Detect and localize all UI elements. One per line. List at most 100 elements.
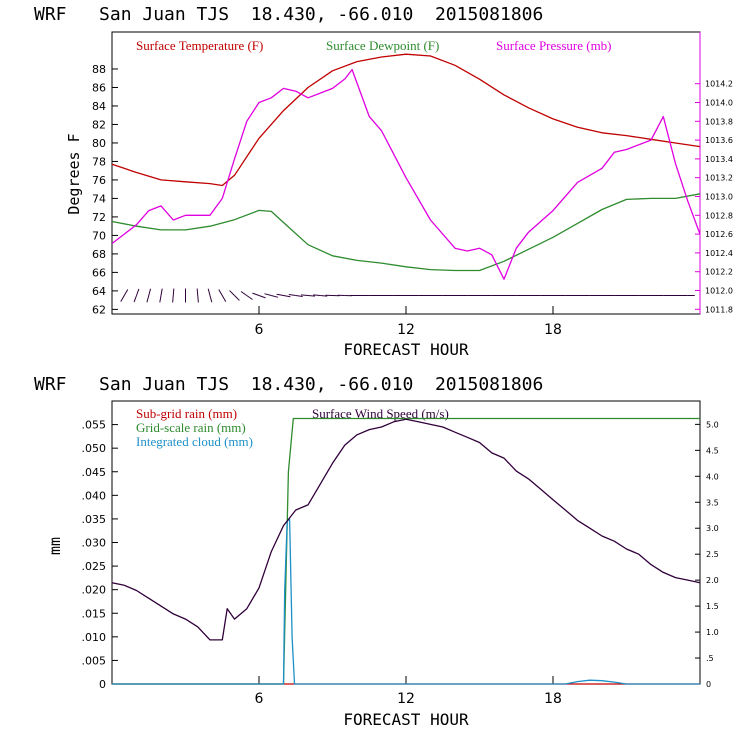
top-y-tick-label: 66: [92, 266, 106, 279]
series-line-wind_speed: [111, 418, 701, 641]
top-x-tick-label: 18: [544, 322, 562, 338]
top-y2-tick-label: 1013.8: [705, 117, 733, 126]
wind-barb: [300, 294, 309, 297]
bottom-y-tick-label: .040: [82, 489, 107, 502]
top-x-axis-label: FORECAST HOUR: [343, 340, 469, 359]
wind-barb: [240, 291, 248, 296]
wind-barb: [136, 288, 140, 296]
top-y2-tick-label: 1012.8: [705, 211, 733, 220]
top-y2-tick-label: 1013.6: [705, 136, 733, 145]
wind-barb-tail: [221, 295, 227, 302]
top-y2-tick-label: 1013.4: [705, 155, 733, 164]
bottom-y2-tick-label: 2.0: [706, 576, 719, 585]
bottom-y2-tick-label: .5: [706, 654, 714, 663]
top-y-tick-label: 88: [92, 63, 106, 76]
top-y-tick-label: 74: [92, 192, 106, 205]
top-y-tick-label: 64: [92, 285, 106, 298]
top-y-tick-label: 70: [92, 229, 106, 242]
top-y-tick-label: 78: [92, 155, 106, 168]
wind-barb-tail: [307, 295, 316, 297]
bottom-x-tick-label: 12: [397, 691, 415, 707]
bottom-y-tick-label: .045: [82, 466, 107, 479]
wind-barb-tail: [234, 295, 240, 301]
legend-subgrid-rain: Sub-grid rain (mm): [136, 406, 237, 421]
top-x-tick-label: 6: [255, 322, 264, 338]
wind-barb-tail: [197, 295, 199, 303]
wind-barb: [196, 288, 199, 296]
top-y-tick-label: 86: [92, 81, 106, 94]
top-plot-frame: [111, 31, 701, 315]
wind-barb: [123, 289, 129, 296]
wind-barb: [207, 288, 211, 296]
wind-barb: [229, 290, 235, 296]
wind-barb: [264, 293, 272, 296]
wind-barb-tail: [172, 295, 174, 303]
bottom-y2-tick-label: 5.0: [706, 420, 719, 429]
bottom-x-tick-label: 18: [544, 691, 562, 707]
top-panel-title: WRF San Juan TJS 18.430, -66.010 2015081…: [34, 4, 543, 25]
wind-barb-tail: [320, 295, 328, 297]
top-y2-tick-label: 1013.2: [705, 174, 733, 183]
top-y2-tick-label: 1011.8: [705, 305, 733, 314]
top-y2-tick-label: 1012.0: [705, 287, 733, 296]
wind-barb: [160, 288, 163, 296]
top-y-axis-label: Degrees F: [65, 133, 83, 214]
top-y2-tick-label: 1013.0: [705, 193, 733, 202]
top-y-tick-label: 76: [92, 174, 106, 187]
wind-barb: [313, 294, 321, 297]
bottom-y2-tick-label: 3.0: [706, 524, 719, 533]
bottom-y-tick-label: .035: [82, 513, 107, 526]
top-y2-tick-label: 1014.0: [705, 99, 733, 108]
bottom-y-tick-label: .025: [82, 560, 107, 573]
bottom-y2-tick-label: 1.5: [706, 602, 719, 611]
bottom-y-tick-label: .020: [82, 584, 107, 597]
wind-barb-tail: [159, 295, 162, 303]
bottom-y-tick-label: .015: [82, 607, 107, 620]
wind-barb-tail: [271, 295, 279, 298]
bottom-y-tick-label: .055: [82, 419, 107, 432]
wind-barb-tail: [283, 295, 291, 298]
series-line-dewpoint: [111, 193, 701, 272]
wind-barb-tail: [295, 295, 303, 297]
bottom-y2-tick-label: 3.5: [706, 498, 719, 507]
legend-surface-wind-speed: Surface Wind Speed (m/s): [312, 406, 449, 421]
bottom-y-tick-label: .010: [82, 631, 107, 644]
bottom-y2-tick-label: 1.0: [706, 628, 719, 637]
wind-barb: [218, 289, 223, 296]
wind-barb: [172, 288, 175, 296]
wind-barb-tail: [246, 295, 253, 300]
series-line-temperature: [111, 53, 701, 187]
top-y-tick-label: 84: [92, 100, 106, 113]
bottom-y-axis-label: mm: [46, 537, 64, 555]
legend-surface-dewpoint: Surface Dewpoint (F): [326, 38, 439, 53]
top-y-tick-label: 80: [92, 137, 106, 150]
series-line-pressure: [111, 68, 701, 280]
wind-barb: [276, 293, 284, 297]
bottom-y2-tick-label: 2.5: [706, 550, 719, 559]
wind-barb-tail: [133, 295, 137, 303]
legend-surface-temperature: Surface Temperature (F): [136, 38, 263, 53]
top-y2-tick-label: 1014.2: [705, 80, 733, 89]
top-x-tick-label: 12: [397, 322, 415, 338]
top-y-tick-label: 62: [92, 303, 106, 316]
legend-integrated-cloud: Integrated cloud (mm): [136, 434, 253, 449]
bottom-x-tick-label: 6: [255, 691, 264, 707]
wind-barb: [252, 292, 260, 296]
bottom-x-axis-label: FORECAST HOUR: [343, 710, 469, 729]
bottom-y2-tick-label: 0: [706, 680, 711, 689]
bottom-panel-title: WRF San Juan TJS 18.430, -66.010 2015081…: [34, 374, 543, 395]
wind-barb-tail: [146, 295, 150, 303]
top-y2-tick-label: 1012.2: [705, 268, 733, 277]
wind-barb-tail: [120, 295, 125, 302]
series-line-gridscale_rain: [112, 417, 700, 685]
top-y-tick-label: 72: [92, 211, 106, 224]
bottom-y-tick-label: 0: [99, 678, 106, 691]
legend-gridscale-rain: Grid-scale rain (mm): [136, 420, 246, 435]
series-line-cloud: [112, 518, 700, 685]
bottom-y2-tick-label: 4.5: [706, 446, 719, 455]
top-y2-tick-label: 1012.4: [705, 249, 733, 258]
wind-barb-tail: [209, 295, 213, 303]
top-y-tick-label: 68: [92, 248, 106, 261]
bottom-y2-tick-label: 4.0: [706, 472, 719, 481]
